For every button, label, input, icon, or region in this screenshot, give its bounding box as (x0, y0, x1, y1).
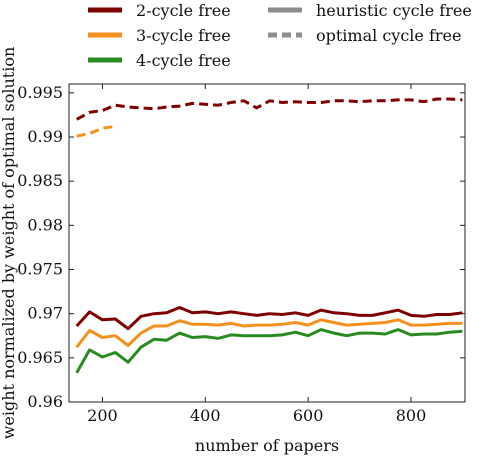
y-tick-label: 0.995 (17, 83, 63, 102)
y-tick-label: 0.965 (17, 348, 63, 367)
y-tick-label: 0.98 (27, 215, 63, 234)
y-axis-label: weight normalized by weight of optimal s… (0, 47, 18, 440)
x-axis: 200 400 600 800 (87, 84, 426, 425)
x-tick-label: 200 (87, 406, 118, 425)
y-tick-label: 0.985 (17, 171, 63, 190)
series-line-3-cycle-free-optimal (76, 124, 116, 138)
x-tick-label: 400 (190, 406, 221, 425)
legend-label-4-cycle-free: 4-cycle free (136, 51, 231, 70)
series-layer (75, 97, 463, 374)
legend-label-2-cycle-free: 2-cycle free (136, 1, 231, 20)
legend-label-heuristic: heuristic cycle free (316, 1, 472, 20)
y-tick-label: 0.96 (27, 392, 63, 411)
plot-area-frame (68, 83, 466, 403)
legend-label-optimal: optimal cycle free (316, 26, 461, 45)
y-tick-label: 0.97 (27, 304, 63, 323)
series-line-3-cycle-free-heuristic (75, 318, 463, 349)
y-tick-label: 0.99 (27, 127, 63, 146)
y-tick-label: 0.975 (17, 260, 63, 279)
series-line-4-cycle-free-heuristic (75, 328, 463, 374)
legend-label-3-cycle-free: 3-cycle free (136, 26, 231, 45)
x-tick-label: 800 (396, 406, 427, 425)
x-axis-label: number of papers (195, 436, 339, 455)
y-axis: 0.96 0.965 0.97 0.975 0.98 0.985 0.99 0.995 (17, 83, 465, 411)
legend: 2-cycle free 3-cycle free 4-cycle free h… (88, 1, 472, 70)
series-line-2-cycle-free-heuristic (75, 306, 463, 331)
series-line-2-cycle-free-optimal (75, 97, 463, 121)
x-tick-label: 600 (293, 406, 324, 425)
